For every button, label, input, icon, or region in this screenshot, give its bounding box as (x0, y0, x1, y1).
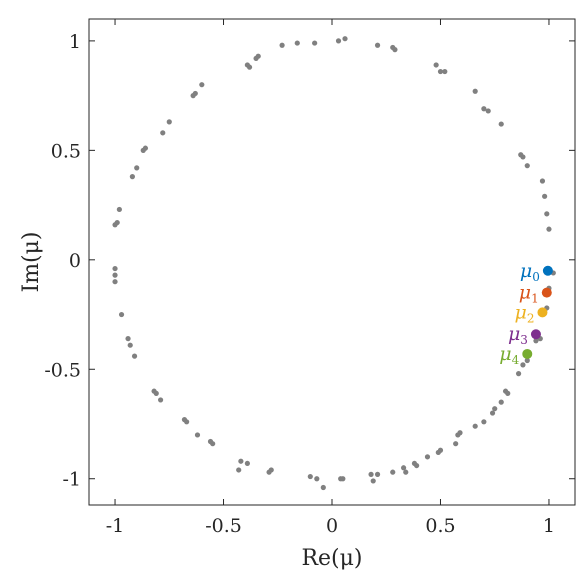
highlighted-eigenvalue-point (542, 265, 553, 276)
highlighted-eigenvalue-point (530, 329, 541, 340)
spectrum-point (392, 47, 398, 53)
spectrum-point (485, 108, 491, 114)
spectrum-point (442, 68, 448, 75)
spectrum-point (236, 467, 242, 473)
spectrum-point (481, 106, 487, 112)
spectrum-point (546, 226, 552, 232)
spectrum-point (502, 388, 509, 394)
spectrum-point (157, 397, 164, 403)
spectrum-point (194, 432, 201, 438)
spectrum-point (492, 406, 498, 412)
spectrum-point (166, 119, 172, 125)
spectrum-point (414, 462, 420, 469)
spectrum-point (153, 390, 159, 396)
spectrum-point (542, 193, 548, 199)
spectrum-point (374, 471, 381, 477)
highlighted-eigenvalue-point (541, 287, 552, 298)
spectrum-point (524, 357, 530, 364)
spectrum-point (433, 62, 439, 68)
spectrum-point (435, 449, 441, 456)
y-tick-label: -0.5 (44, 359, 81, 381)
spectrum-point (489, 410, 496, 416)
spectrum-point (481, 419, 487, 425)
spectrum-point (453, 441, 459, 447)
spectrum-point (238, 458, 244, 464)
spectrum-point (424, 454, 431, 460)
spectrum-point (520, 362, 526, 368)
spectrum-point (253, 55, 259, 62)
x-tick-label: -1 (106, 515, 125, 537)
y-axis-label: Im(μ) (19, 231, 44, 292)
spectrum-point (314, 476, 320, 482)
highlighted-eigenvalue-point (537, 307, 548, 318)
spectrum-point (246, 64, 253, 70)
spectrum-point (498, 399, 504, 405)
eigenvalue-label: μ3 (508, 323, 528, 347)
y-tick-label: 0 (69, 250, 81, 272)
spectrum-point (342, 36, 348, 42)
spectrum-point (340, 476, 346, 482)
y-tick-label: 1 (69, 31, 81, 53)
spectrum-point (524, 163, 530, 169)
spectrum-point (112, 222, 118, 228)
spectrum-point (520, 154, 526, 160)
plot-area-frame (88, 18, 576, 506)
spectrum-point (498, 121, 504, 127)
axis-ticks: -1 -0.5 0 0.5 1 1 0.5 0 -0.5 -1 (44, 19, 575, 537)
spectrum-point (112, 279, 118, 285)
spectrum-point (134, 165, 140, 171)
spectrum-points (112, 36, 556, 491)
eigenvalue-label: μ1 (519, 282, 539, 306)
spectrum-point (390, 469, 396, 475)
spectrum-point (374, 42, 381, 48)
spectrum-point (279, 42, 285, 48)
spectrum-point (307, 473, 313, 480)
spectrum-point (160, 130, 166, 136)
spectrum-point (131, 353, 138, 359)
spectrum-point (437, 68, 444, 75)
spectrum-point (370, 478, 376, 484)
spectrum-point (129, 174, 135, 180)
x-tick-label: 1 (543, 515, 555, 537)
spectrum-point (207, 438, 214, 445)
spectrum-point (199, 82, 205, 88)
eigenvalue-label: μ2 (514, 301, 534, 325)
spectrum-point (294, 40, 300, 46)
spectrum-point (544, 211, 550, 217)
spectrum-point (403, 469, 409, 475)
spectrum-point (539, 178, 546, 184)
x-tick-label: -0.5 (205, 515, 242, 537)
spectrum-point (472, 88, 478, 94)
spectrum-point (125, 336, 131, 342)
y-tick-label: 0.5 (51, 140, 81, 162)
eigenvalue-label: μ4 (499, 343, 519, 367)
spectrum-point (320, 484, 326, 491)
spectrum-point (457, 430, 463, 436)
spectrum-point (515, 371, 522, 377)
spectrum-point (190, 93, 196, 99)
spectrum-point (400, 465, 407, 471)
spectrum-point (266, 469, 272, 475)
x-tick-label: 0.5 (425, 515, 455, 537)
spectrum-point (118, 311, 125, 318)
x-tick-label: 0 (326, 515, 338, 537)
spectrum-point (312, 40, 318, 46)
spectrum-point (116, 206, 122, 213)
spectrum-point (140, 147, 146, 153)
spectrum-point (472, 423, 478, 429)
spectrum-point (127, 342, 133, 348)
x-axis-label: Re(μ) (301, 546, 362, 571)
spectrum-point (368, 471, 374, 477)
y-tick-label: -1 (62, 469, 81, 491)
highlighted-eigenvalue-point (522, 348, 533, 359)
spectrum-point (112, 265, 118, 272)
spectrum-point (184, 419, 190, 425)
spectrum-point (533, 338, 539, 344)
spectrum-point (335, 38, 342, 44)
spectrum-point (244, 460, 250, 467)
eigenvalue-label: μ0 (520, 260, 540, 284)
spectrum-point (112, 272, 118, 278)
